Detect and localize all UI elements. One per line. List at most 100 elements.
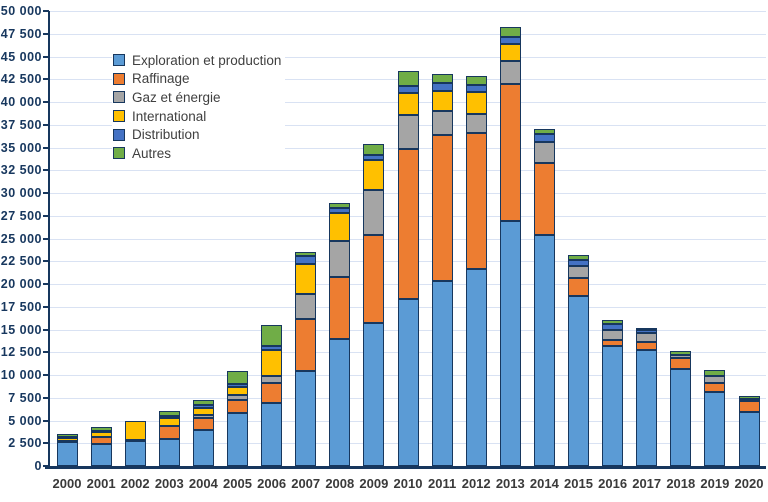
bar-segment — [704, 376, 726, 383]
y-tick-label: 0 — [34, 459, 42, 473]
legend-label: Distribution — [132, 127, 200, 143]
y-tick-label: 37 500 — [0, 117, 42, 132]
bar-segment — [602, 320, 624, 325]
bar-segment — [397, 92, 419, 115]
bar-segment — [568, 260, 589, 266]
bar-segment — [329, 241, 351, 278]
bar-segment — [499, 221, 521, 466]
y-tick-mark — [43, 328, 49, 331]
bar-segment — [90, 426, 112, 431]
y-tick-label: 15 000 — [0, 322, 42, 337]
bar-segment — [568, 254, 589, 261]
bar-segment — [192, 399, 214, 405]
bar-segment — [636, 342, 658, 351]
bar-segment — [295, 319, 317, 372]
bar-2006 — [261, 11, 283, 466]
bar-segment — [533, 234, 555, 466]
bar-segment — [465, 75, 487, 85]
bar-segment — [397, 71, 419, 87]
legend-swatch-distribution-icon — [113, 128, 125, 141]
y-tick-label: 47 500 — [0, 26, 42, 41]
bar-segment — [636, 332, 658, 343]
bar-segment — [363, 234, 385, 324]
bar-2019 — [704, 11, 726, 466]
bar-segment — [295, 252, 317, 257]
y-tick-label: 20 000 — [0, 277, 42, 291]
legend: Exploration et production Raffinage Gaz … — [112, 50, 286, 164]
y-tick-mark — [43, 260, 49, 263]
bar-segment — [533, 129, 555, 135]
bar-2011 — [431, 11, 453, 466]
x-axis-year-label: 2018 — [666, 476, 696, 491]
bar-2010 — [397, 11, 419, 466]
bar-segment — [533, 134, 555, 142]
legend-item-gaz-et-energie: Gaz et énergie — [113, 88, 281, 107]
y-tick-label: 10 000 — [0, 368, 42, 382]
bar-segment — [738, 412, 760, 466]
bar-segment — [465, 84, 487, 92]
bar-segment — [431, 73, 453, 83]
x-axis-year-label: 2002 — [120, 476, 150, 491]
bar-segment — [261, 350, 283, 377]
legend-swatch-gaz-icon — [113, 91, 125, 104]
bar-segment — [363, 323, 385, 466]
bar-segment — [431, 111, 453, 135]
y-axis-line — [48, 11, 50, 469]
y-tick-mark — [43, 32, 49, 35]
bar-segment — [738, 398, 760, 401]
y-tick-label: 25 000 — [0, 231, 42, 246]
y-tick-mark — [43, 214, 49, 217]
bar-segment — [636, 350, 658, 466]
bar-segment — [499, 36, 521, 45]
bar-segment — [158, 438, 180, 466]
y-tick-mark — [43, 465, 49, 467]
bar-segment — [329, 338, 351, 466]
y-tick-label: 2 500 — [8, 436, 42, 451]
x-axis-year-label: 2014 — [529, 476, 559, 491]
bar-segment — [602, 340, 624, 346]
x-axis-year-label: 2010 — [393, 476, 423, 491]
legend-item-raffinage: Raffinage — [113, 70, 281, 89]
y-tick-label: 27 500 — [0, 208, 42, 223]
bar-segment — [499, 26, 521, 37]
y-tick-mark — [43, 55, 49, 58]
legend-swatch-raffinage-icon — [113, 72, 125, 85]
bar-segment — [295, 371, 317, 466]
legend-item-distribution: Distribution — [113, 125, 281, 144]
x-axis-year-label: 2019 — [700, 476, 730, 491]
bar-2007 — [295, 11, 317, 466]
bar-segment — [670, 351, 692, 356]
bar-2001 — [90, 11, 112, 466]
legend-item-international: International — [113, 107, 281, 126]
bar-segment — [261, 403, 283, 466]
x-axis-year-label: 2015 — [564, 476, 593, 491]
legend-swatch-international-icon — [113, 110, 125, 123]
bar-segment — [192, 407, 214, 416]
bar-segment — [363, 159, 385, 190]
bar-segment — [227, 371, 248, 384]
bar-segment — [431, 134, 453, 281]
bar-segment — [261, 346, 283, 351]
y-tick-mark — [43, 101, 49, 103]
bar-2003 — [158, 11, 180, 466]
x-axis-year-label: 2005 — [223, 476, 252, 491]
bar-segment — [704, 370, 726, 377]
y-tick-label: 42 500 — [0, 72, 42, 87]
bar-2020 — [738, 11, 760, 466]
bar-segment — [329, 277, 351, 339]
y-tick-label: 5 000 — [8, 413, 42, 428]
bar-segment — [295, 294, 317, 320]
bar-2009 — [363, 11, 385, 466]
bar-segment — [704, 392, 726, 466]
y-tick-mark — [43, 146, 49, 149]
legend-label: Raffinage — [132, 71, 190, 87]
bar-segment — [261, 383, 283, 404]
legend-item-autres: Autres — [113, 144, 281, 163]
y-tick-mark — [43, 78, 49, 81]
bar-segment — [124, 440, 146, 466]
bar-segment — [499, 44, 521, 62]
bar-segment — [533, 141, 555, 163]
bar-2005 — [227, 11, 248, 466]
bar-segment — [227, 383, 248, 387]
bar-segment — [363, 144, 385, 155]
